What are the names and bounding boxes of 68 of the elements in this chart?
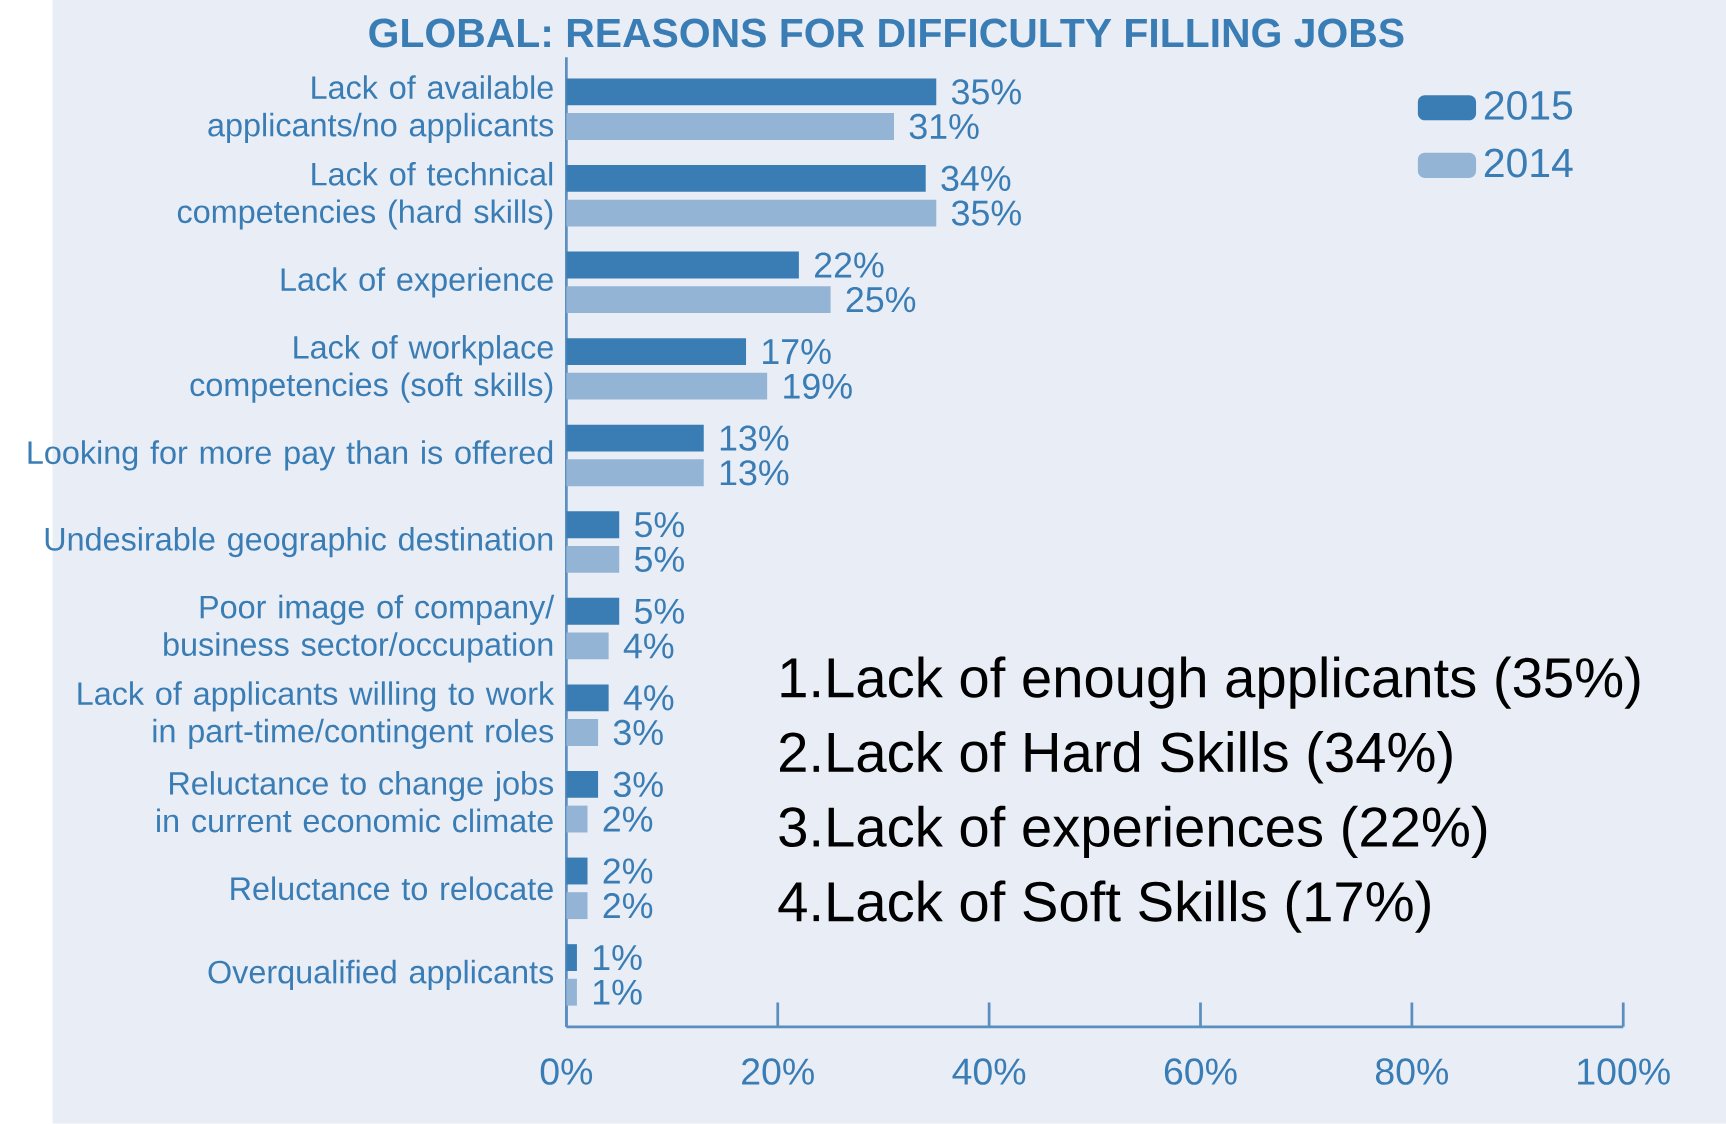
- legend-label: 2014: [1484, 148, 1573, 178]
- bar: [566, 684, 609, 712]
- bar: [566, 165, 926, 192]
- data-label: 35%: [951, 200, 1021, 226]
- annotation: 2.Lack of Hard Skills (34%): [780, 731, 1452, 784]
- x-tick-label: 40%: [952, 1058, 1026, 1085]
- bar: [566, 78, 937, 106]
- data-label: 13%: [720, 425, 789, 451]
- x-tick-label: 60%: [1164, 1058, 1237, 1085]
- annotation: 3.Lack of experiences (22%): [779, 805, 1487, 859]
- x-tick-label: 100%: [1578, 1058, 1670, 1085]
- data-label: 1%: [593, 945, 642, 971]
- bar: [566, 459, 704, 487]
- bar: [566, 597, 620, 625]
- data-label: 5%: [634, 546, 684, 573]
- chart-title: GLOBAL: REASONS FOR DIFFICULTY FILLING JOBS: [369, 18, 1404, 48]
- y-tick-label: Looking for more pay than is offered: [28, 440, 553, 471]
- data-label: 1%: [593, 979, 642, 1005]
- data-label: 35%: [951, 79, 1021, 105]
- bar: [566, 251, 799, 279]
- bar: [566, 286, 831, 314]
- data-label: 3%: [613, 719, 663, 746]
- legend-label: 2015: [1484, 91, 1573, 120]
- x-tick-label: 0%: [540, 1058, 593, 1085]
- annotation: 4.Lack of Soft Skills (17%): [778, 880, 1430, 933]
- data-label: 4%: [623, 685, 674, 711]
- y-tick-label: Undesirable geographic destination: [45, 527, 553, 558]
- y-tick-label: Lack of workplace competencies (soft skills): [190, 335, 553, 403]
- data-label: 22%: [815, 252, 884, 278]
- x-tick-label: 20%: [742, 1058, 814, 1085]
- data-label: 4%: [623, 633, 674, 659]
- bar: [566, 113, 894, 140]
- data-label: 19%: [784, 373, 852, 399]
- data-label: 2%: [603, 806, 653, 832]
- data-label: 34%: [941, 165, 1011, 192]
- data-label: 2%: [603, 858, 653, 884]
- y-tick-label: Lack of applicants willing to work in part-time/contingent roles: [78, 681, 555, 750]
- bar: [566, 511, 620, 539]
- x-tick-label: 80%: [1375, 1058, 1448, 1085]
- bar: [566, 372, 768, 400]
- bar: [566, 719, 599, 747]
- bar: [566, 857, 588, 885]
- data-label: 13%: [720, 460, 789, 486]
- y-tick-label: Lack of technical competencies (hard skills): [177, 162, 553, 230]
- y-tick-label: Reluctance to relocate: [231, 876, 553, 901]
- y-tick-label: Lack of available applicants/no applicants: [208, 75, 554, 144]
- bar: [566, 944, 577, 972]
- bar: [566, 424, 704, 452]
- y-tick-label: Reluctance to change jobs in current economic climate: [157, 771, 554, 833]
- y-tick-label: Overqualified applicants: [208, 959, 554, 991]
- data-label: 31%: [909, 113, 979, 140]
- y-tick-label: Lack of experience: [281, 267, 553, 298]
- bar: [566, 892, 588, 920]
- data-label: 5%: [634, 598, 684, 625]
- bar: [566, 978, 577, 1006]
- bar: [566, 771, 599, 798]
- y-tick-label: Poor image of company/ business sector/occupation: [164, 594, 555, 663]
- bar: [566, 805, 588, 833]
- bar: [566, 199, 937, 227]
- data-label: 5%: [634, 512, 684, 538]
- data-label: 2%: [603, 893, 653, 919]
- data-label: 17%: [763, 339, 831, 365]
- annotation: 1.Lack of enough applicants (35%): [781, 656, 1640, 709]
- bar: [566, 338, 747, 366]
- bar: [566, 546, 620, 573]
- data-label: 25%: [846, 287, 916, 313]
- data-label: 3%: [613, 771, 663, 798]
- bar: [566, 632, 609, 660]
